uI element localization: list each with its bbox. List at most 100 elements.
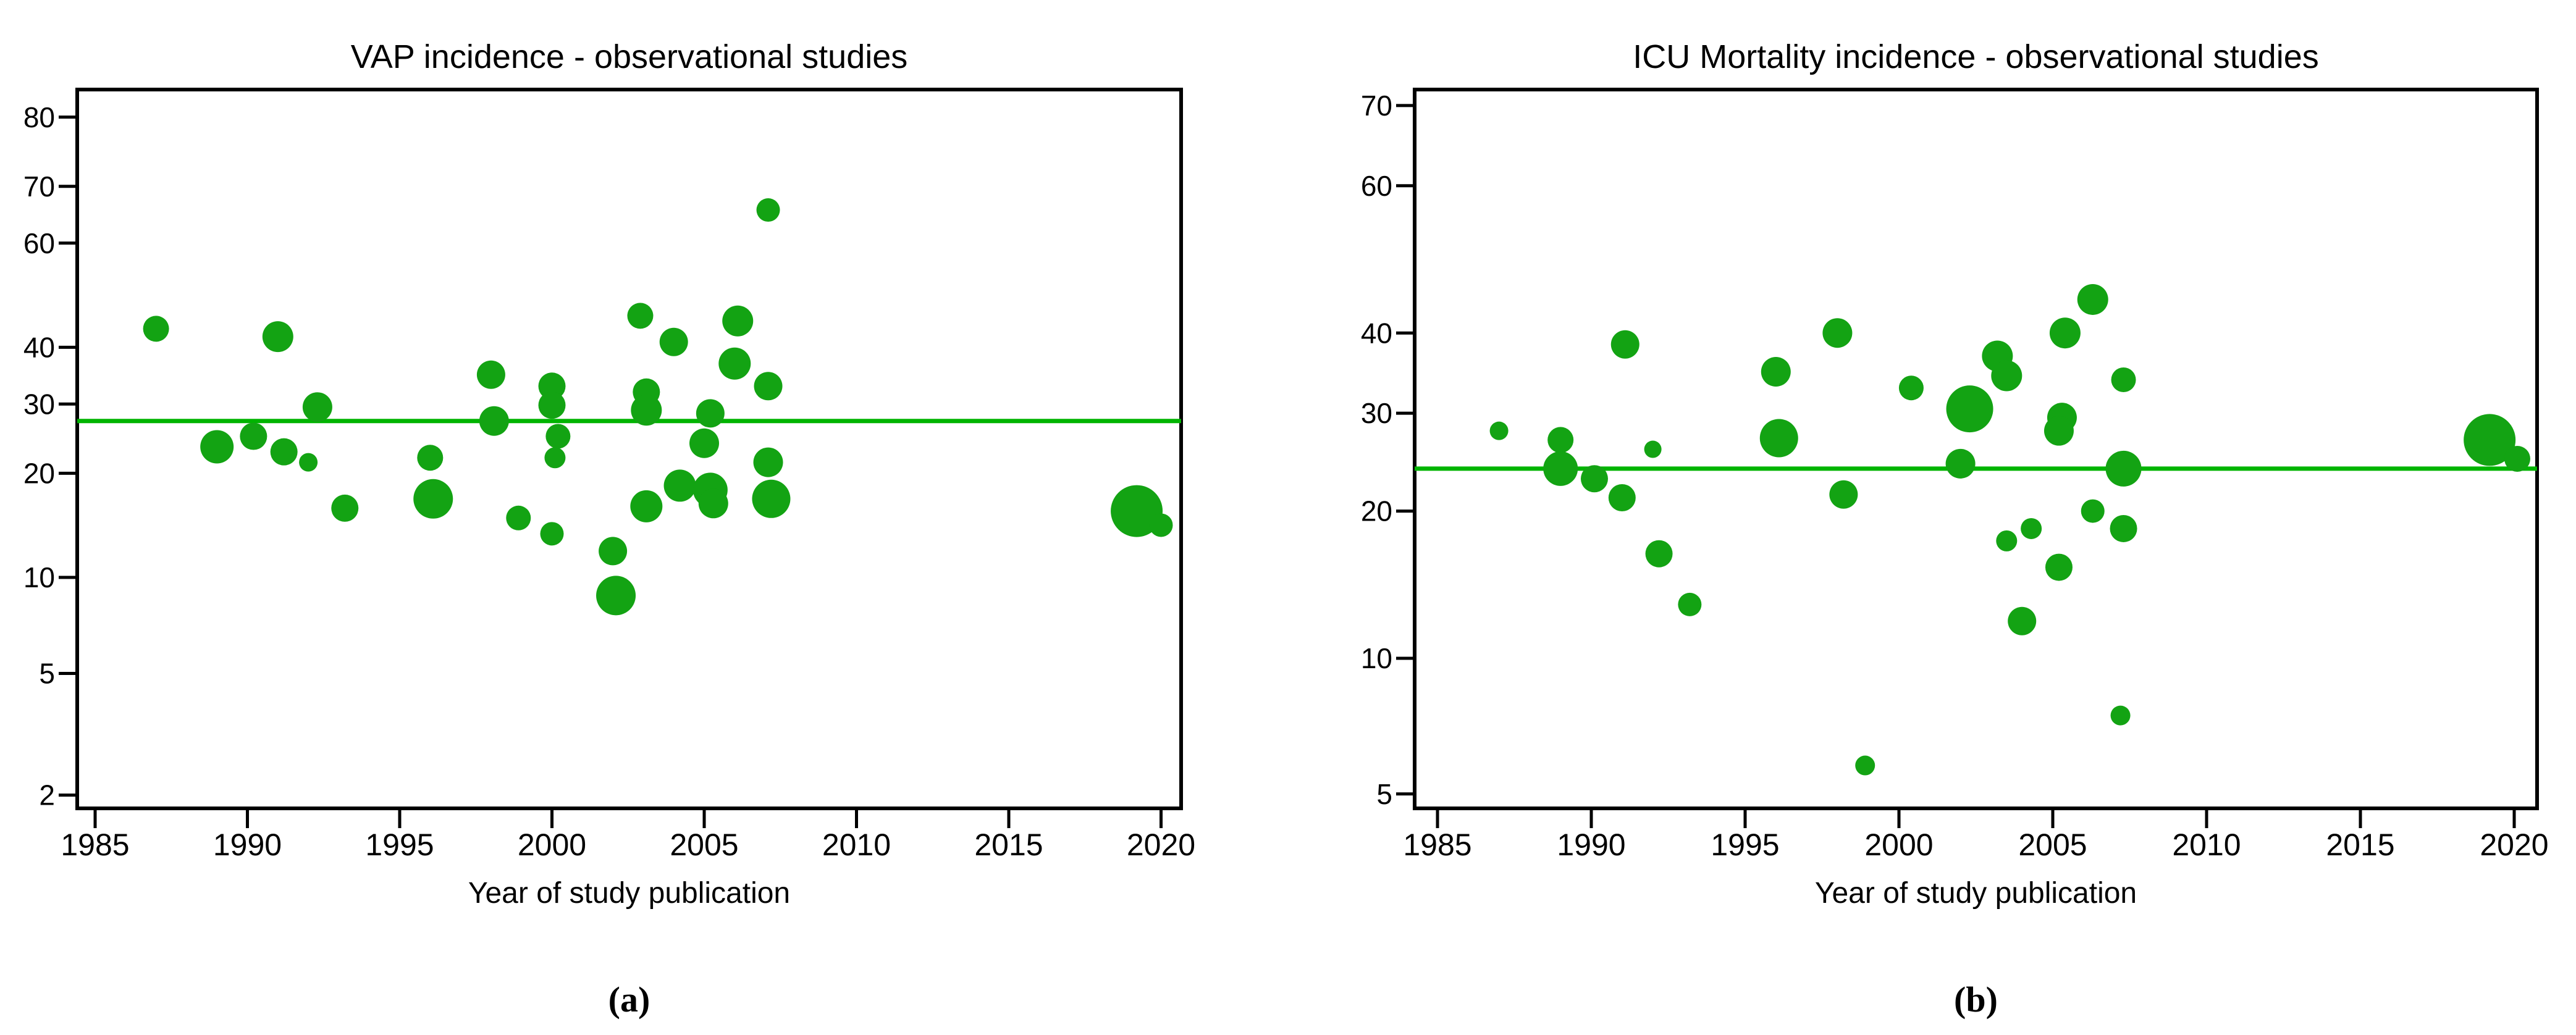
y-axis-tick-label: 20 bbox=[23, 457, 55, 489]
x-axis-tick-label: 1990 bbox=[213, 828, 282, 862]
study-bubble-vap bbox=[663, 469, 696, 502]
study-bubble-icu bbox=[1678, 592, 1702, 616]
study-bubble-vap bbox=[479, 406, 509, 436]
y-axis-tick-label: 10 bbox=[1361, 642, 1392, 674]
x-axis-tick-label: 1990 bbox=[1557, 828, 1625, 862]
study-bubble-vap bbox=[506, 505, 531, 530]
chart-title-icu: ICU Mortality incidence - observational … bbox=[1633, 38, 2318, 75]
x-axis-tick-label: 2020 bbox=[1127, 828, 1195, 862]
study-bubble-icu bbox=[2111, 367, 2136, 393]
study-bubble-vap bbox=[627, 303, 654, 329]
plot-frame-icu bbox=[1413, 88, 2539, 810]
study-bubble-icu bbox=[1761, 356, 1791, 387]
study-bubble-icu bbox=[2045, 553, 2073, 581]
study-bubble-vap bbox=[756, 198, 780, 222]
y-axis-tick-label: 60 bbox=[1361, 170, 1392, 202]
study-bubble-icu bbox=[1580, 465, 1608, 493]
study-bubble-vap bbox=[240, 422, 267, 450]
study-bubble-vap bbox=[754, 372, 783, 401]
study-bubble-icu bbox=[2049, 317, 2081, 349]
y-axis-tick-label: 30 bbox=[1361, 397, 1392, 429]
study-bubble-icu bbox=[1829, 480, 1858, 509]
study-bubble-vap bbox=[262, 321, 293, 353]
study-bubble-vap bbox=[596, 576, 636, 616]
study-bubble-vap bbox=[753, 447, 783, 477]
study-bubble-icu bbox=[1946, 385, 1993, 433]
study-bubble-icu bbox=[2008, 606, 2037, 635]
study-bubble-icu bbox=[1822, 318, 1853, 348]
study-bubble-vap bbox=[538, 392, 566, 419]
study-bubble-vap bbox=[722, 305, 754, 337]
x-axis-tick-label: 1995 bbox=[365, 828, 434, 862]
y-axis-tick-label: 5 bbox=[39, 658, 55, 690]
study-bubble-icu bbox=[2110, 514, 2137, 542]
x-axis-tick-label: 1985 bbox=[61, 828, 129, 862]
x-axis-tick-label: 1995 bbox=[1711, 828, 1779, 862]
study-bubble-icu bbox=[1608, 484, 1636, 511]
study-bubble-vap bbox=[696, 399, 725, 428]
study-bubble-vap bbox=[718, 347, 751, 380]
study-bubble-icu bbox=[2081, 499, 2105, 523]
x-axis-tick-label: 2010 bbox=[2172, 828, 2241, 862]
study-bubble-vap bbox=[302, 392, 332, 422]
study-bubble-icu bbox=[1489, 421, 1509, 440]
study-bubble-vap bbox=[538, 372, 566, 400]
y-axis-tick-label: 30 bbox=[23, 388, 55, 420]
x-axis-tick-label: 2010 bbox=[822, 828, 891, 862]
study-bubble-icu bbox=[1644, 440, 1662, 458]
y-axis-tick-label: 70 bbox=[1361, 90, 1392, 122]
study-bubble-vap bbox=[631, 395, 662, 426]
y-axis-tick-label: 60 bbox=[23, 227, 55, 259]
study-bubble-icu bbox=[1547, 427, 1574, 453]
study-bubble-icu bbox=[2110, 705, 2131, 726]
study-bubble-vap bbox=[599, 537, 628, 566]
study-bubble-icu bbox=[2021, 518, 2042, 539]
x-axis-title-vap: Year of study publication bbox=[468, 877, 790, 910]
y-axis-tick-label: 10 bbox=[23, 561, 55, 593]
x-axis-tick-label: 2000 bbox=[518, 828, 586, 862]
y-axis-tick-label: 40 bbox=[23, 331, 55, 363]
y-axis-tick-label: 20 bbox=[1361, 495, 1392, 527]
study-bubble-vap bbox=[689, 428, 719, 458]
study-bubble-icu bbox=[2077, 283, 2108, 315]
study-bubble-vap bbox=[1149, 513, 1173, 537]
study-bubble-vap bbox=[540, 522, 564, 546]
study-bubble-vap bbox=[299, 453, 318, 472]
study-bubble-icu bbox=[1898, 375, 1924, 401]
study-bubble-vap bbox=[200, 430, 234, 464]
x-axis-title-icu: Year of study publication bbox=[1815, 877, 2137, 910]
study-bubble-vap bbox=[331, 494, 359, 522]
study-bubble-vap bbox=[698, 488, 728, 519]
study-bubble-icu bbox=[1996, 530, 2018, 551]
study-bubble-icu bbox=[1610, 330, 1639, 359]
study-bubble-vap bbox=[630, 490, 663, 522]
study-bubble-vap bbox=[413, 479, 453, 519]
study-bubble-icu bbox=[2044, 416, 2074, 446]
study-bubble-icu bbox=[2105, 450, 2142, 487]
study-bubble-icu bbox=[1945, 448, 1976, 479]
study-bubble-icu bbox=[1543, 451, 1578, 486]
plot-frame-vap bbox=[75, 88, 1183, 810]
x-axis-tick-label: 2005 bbox=[670, 828, 738, 862]
y-axis-tick-label: 80 bbox=[23, 101, 55, 133]
study-bubble-icu bbox=[1855, 755, 1875, 776]
y-axis-tick-label: 70 bbox=[23, 170, 55, 203]
y-axis-tick-label: 5 bbox=[1376, 778, 1392, 810]
study-bubble-vap bbox=[476, 360, 505, 389]
x-axis-tick-label: 2020 bbox=[2480, 828, 2548, 862]
x-axis-tick-label: 1985 bbox=[1403, 828, 1471, 862]
subfigure-caption-icu: (b) bbox=[1954, 979, 1998, 1020]
study-bubble-icu bbox=[1645, 540, 1673, 568]
subfigure-caption-vap: (a) bbox=[608, 979, 650, 1020]
y-axis-tick-label: 40 bbox=[1361, 317, 1392, 349]
study-bubble-icu bbox=[2464, 414, 2516, 466]
x-axis-tick-label: 2000 bbox=[1864, 828, 1933, 862]
study-bubble-vap bbox=[143, 316, 169, 342]
study-bubble-vap bbox=[545, 424, 571, 449]
x-axis-tick-label: 2015 bbox=[2326, 828, 2394, 862]
x-axis-tick-label: 2005 bbox=[2018, 828, 2087, 862]
study-bubble-icu bbox=[1991, 360, 2022, 392]
study-bubble-vap bbox=[659, 327, 688, 356]
